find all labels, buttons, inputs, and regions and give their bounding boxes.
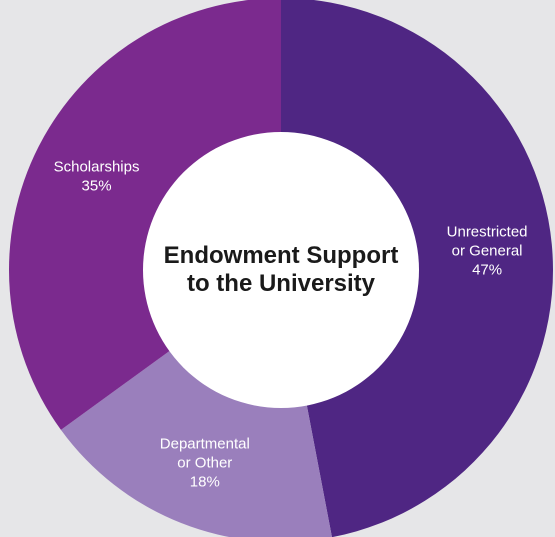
slice-label-scholarships: Scholarships 35%	[54, 159, 140, 195]
slice-label-departmental-or-other: Departmental or Other 18%	[160, 435, 250, 490]
donut-center-hole	[143, 132, 419, 408]
slice-label-unrestricted-or-general: Unrestricted or General 47%	[447, 224, 528, 279]
slice-scholarships	[9, 0, 281, 430]
chart-title: Endowment Support to the University	[163, 242, 399, 297]
